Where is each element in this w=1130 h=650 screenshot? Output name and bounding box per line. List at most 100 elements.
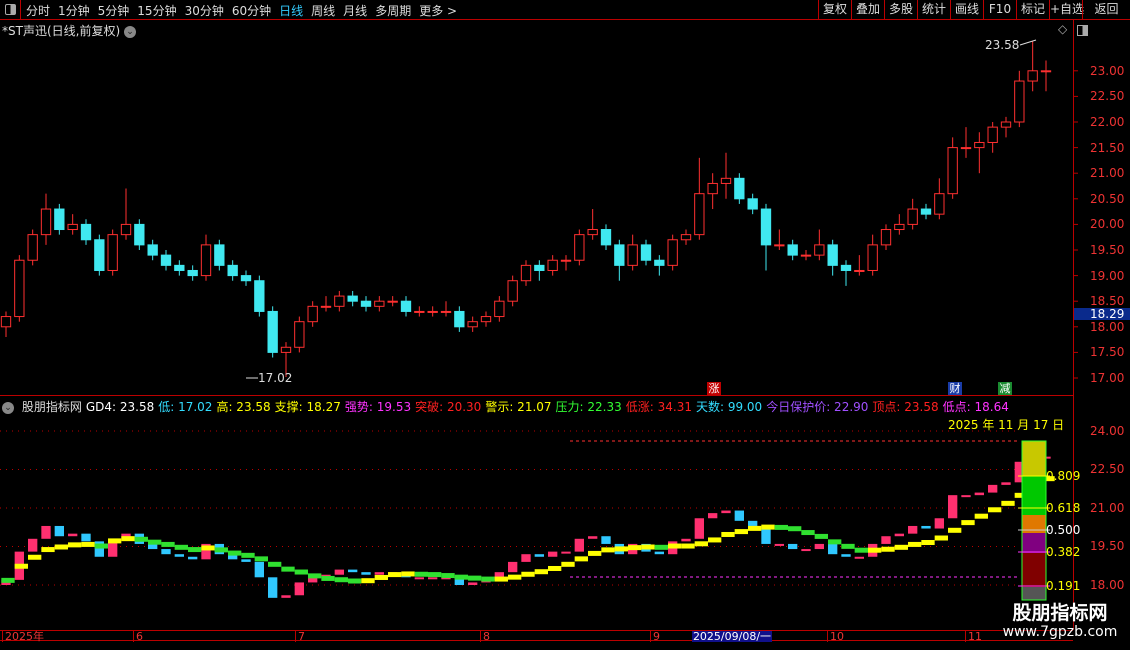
support-line-step	[601, 547, 615, 553]
period-tab-2[interactable]: 5分钟	[97, 4, 130, 18]
diamond-icon[interactable]: ◇	[1058, 22, 1068, 36]
support-line-step	[1, 577, 15, 583]
support-line-step	[948, 527, 962, 533]
period-tab-8[interactable]: 月线	[343, 4, 368, 18]
support-line-step	[294, 569, 308, 575]
candle-body	[840, 264, 852, 271]
support-line-step	[68, 542, 82, 548]
indicator-candle	[921, 525, 931, 529]
indicator-candle	[188, 556, 198, 560]
indicator-candle	[308, 574, 318, 583]
candle-body	[694, 193, 705, 236]
sidebar-icon	[5, 4, 16, 15]
indicator-candle	[441, 577, 451, 580]
period-tab-10[interactable]: 更多 >	[419, 4, 458, 18]
candle-body	[467, 321, 478, 328]
candle-body	[80, 223, 92, 241]
time-axis[interactable]	[0, 630, 1073, 641]
time-axis-label: 10	[827, 631, 844, 642]
indicator-candle	[774, 543, 784, 546]
indicator-candle	[334, 569, 344, 575]
toolbar-button-7[interactable]: +自选	[1049, 0, 1084, 20]
watermark-name: 股朋指标网	[1012, 602, 1108, 624]
panel-divider[interactable]	[0, 395, 1073, 396]
toolbar-button-4[interactable]: 画线	[950, 0, 983, 20]
candle-body	[814, 244, 825, 256]
event-marker[interactable]: 财	[948, 382, 962, 395]
indicator-candle	[454, 577, 464, 585]
candle-body	[267, 310, 278, 353]
candle-body	[27, 234, 38, 261]
indicator-candle	[361, 572, 371, 575]
candle-body	[734, 177, 745, 200]
price-axis-label: 17.00	[1090, 371, 1125, 385]
candle-body	[894, 223, 905, 231]
period-tab-0[interactable]: 分时	[26, 4, 51, 18]
toolbar-button-3[interactable]: 统计	[917, 0, 950, 20]
candle-body	[987, 126, 998, 143]
indicator-candle	[414, 577, 424, 580]
support-line-step	[201, 545, 215, 551]
period-tab-1[interactable]: 1分钟	[58, 4, 90, 18]
candle-body	[627, 244, 638, 266]
candle-body	[600, 229, 612, 246]
indicator-axis-label: 24.00	[1090, 423, 1125, 438]
panel-toggle-button[interactable]	[0, 0, 21, 19]
chevron-down-icon[interactable]: ⌄	[2, 401, 14, 414]
candle-body	[520, 264, 532, 282]
indicator-value: 强势: 19.53	[344, 400, 412, 414]
candle-body	[187, 269, 198, 277]
period-tab-3[interactable]: 15分钟	[137, 4, 177, 18]
candle-body	[454, 310, 465, 328]
support-line-step	[574, 556, 588, 562]
indicator-candle	[81, 533, 91, 542]
toolbar-button-8[interactable]: 返回	[1082, 0, 1130, 20]
candle-body	[440, 310, 452, 313]
indicator-candle	[588, 536, 598, 539]
candle-body	[174, 264, 185, 271]
toolbar-button-5[interactable]: F10	[983, 0, 1016, 20]
support-line-step	[854, 547, 868, 553]
toolbar-button-1[interactable]: 叠加	[851, 0, 884, 20]
support-line-step	[694, 541, 708, 547]
candle-body	[400, 300, 412, 312]
candle-body	[907, 208, 918, 225]
event-marker[interactable]: 涨	[707, 382, 721, 395]
indicator-value: 警示: 21.07	[485, 400, 552, 414]
period-tab-6[interactable]: 日线	[279, 4, 304, 18]
indicator-candle	[708, 513, 718, 519]
price-axis-label: 17.50	[1090, 345, 1125, 360]
indicator-candle	[814, 543, 824, 550]
candle-body	[974, 141, 985, 149]
period-tab-9[interactable]: 多周期	[375, 4, 412, 18]
chevron-down-icon[interactable]: ⌄	[123, 25, 136, 38]
indicator-candle	[534, 554, 544, 557]
fib-label: 0.191	[1046, 579, 1081, 593]
support-line-step	[228, 550, 242, 556]
fib-zone	[1022, 553, 1046, 587]
time-axis-label: 2025年	[2, 631, 44, 642]
indicator-candle	[934, 518, 944, 529]
period-tab-7[interactable]: 周线	[311, 4, 336, 18]
support-line-step	[14, 563, 28, 569]
event-marker[interactable]: 减	[998, 382, 1012, 395]
candle-body	[134, 223, 145, 246]
toolbar-button-2[interactable]: 多股	[884, 0, 917, 20]
price-axis-label: 18.50	[1090, 294, 1125, 309]
indicator-candle	[1001, 482, 1011, 485]
support-line-step	[441, 573, 455, 579]
support-line-step	[814, 533, 828, 539]
period-tab-4[interactable]: 30分钟	[184, 4, 224, 18]
candle-body	[94, 239, 105, 271]
indicator-candle	[254, 561, 264, 578]
toolbar-button-0[interactable]: 复权	[818, 0, 851, 20]
sidebar-icon[interactable]	[1077, 25, 1088, 36]
watermark-url: www.7gpzb.com	[1002, 624, 1118, 640]
fib-label: 0.500	[1046, 523, 1081, 537]
support-line-step	[254, 556, 268, 562]
period-tab-5[interactable]: 60分钟	[231, 4, 272, 18]
price-axis-label: 20.50	[1090, 191, 1125, 206]
toolbar-button-6[interactable]: 标记	[1016, 0, 1049, 20]
indicator-axis-label: 19.50	[1090, 539, 1125, 554]
